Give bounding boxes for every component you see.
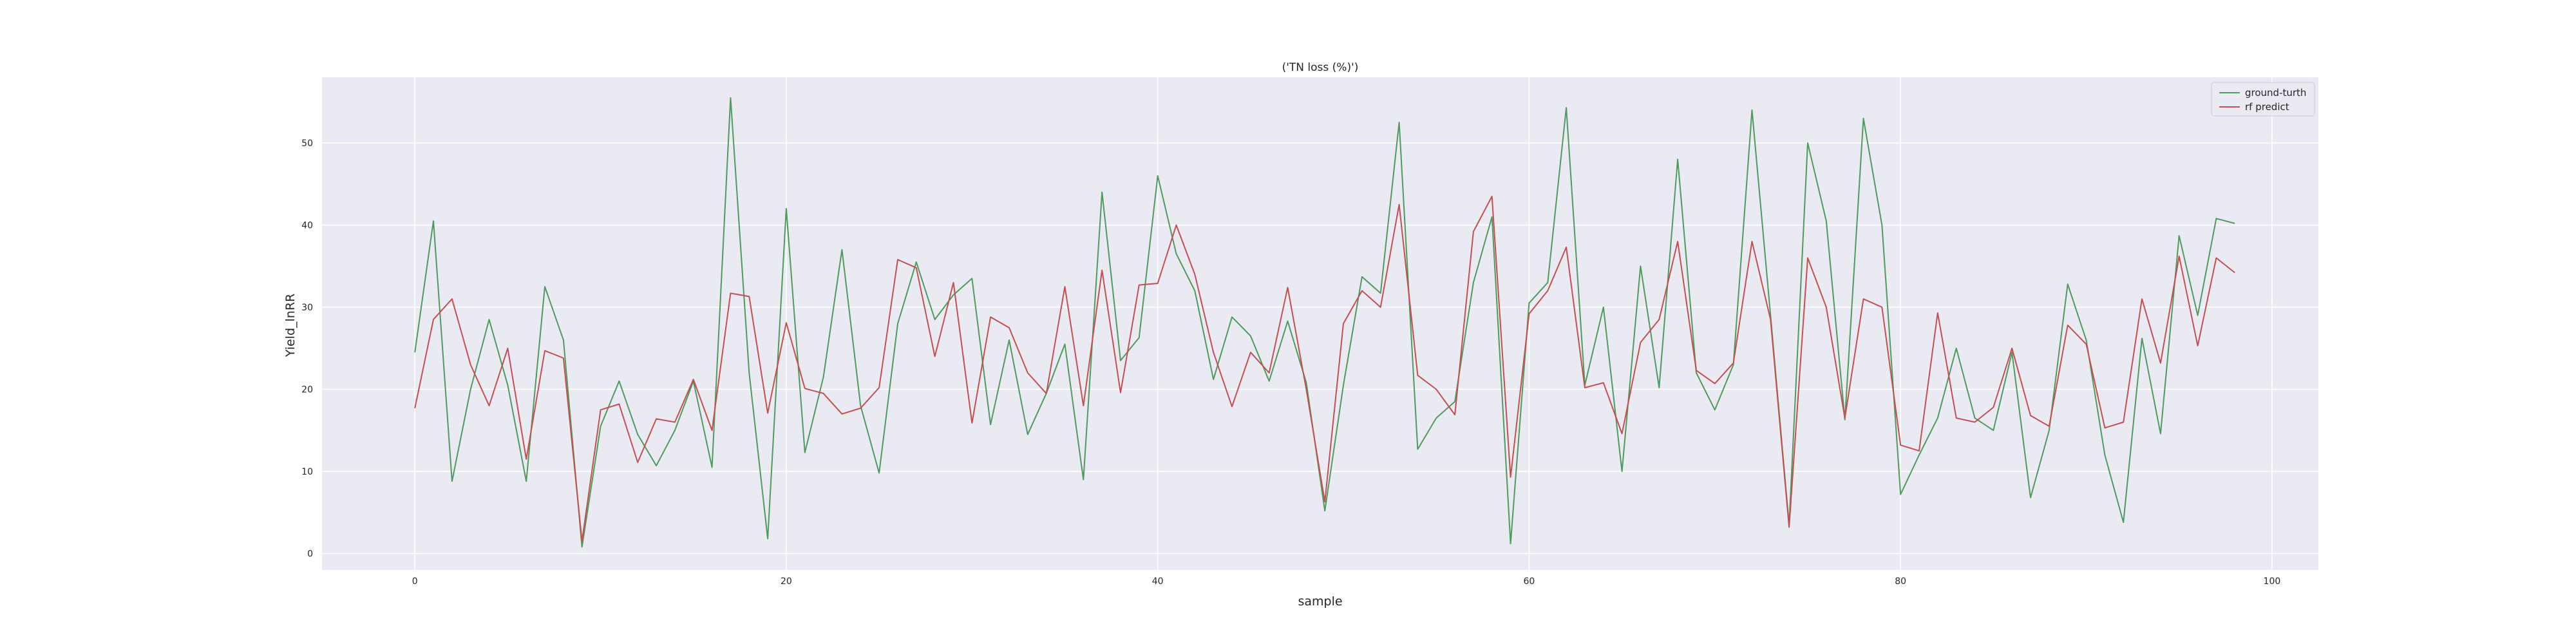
series-line-rf-predict xyxy=(414,195,2235,542)
legend-label-rf-predict: rf predict xyxy=(2245,101,2289,113)
grid xyxy=(322,77,2318,570)
x-tick-label: 0 xyxy=(412,576,418,587)
x-tick-label: 40 xyxy=(1152,576,1164,587)
x-tick-label: 20 xyxy=(781,576,792,587)
y-tick-label: 10 xyxy=(301,467,313,477)
series-line-ground-turth xyxy=(414,97,2235,548)
x-tick-label: 80 xyxy=(1895,576,1906,587)
y-tick-label: 30 xyxy=(301,303,313,313)
y-tick-label: 0 xyxy=(307,549,313,560)
chart-title: ('TN loss (%)') xyxy=(1282,61,1359,74)
legend: ground-turth rf predict xyxy=(2211,82,2315,117)
x-tick-labels: 0 20 40 60 80 100 xyxy=(412,576,2281,587)
y-axis-label: Yield_lnRR xyxy=(283,294,298,357)
y-tick-label: 20 xyxy=(301,385,313,395)
y-tick-label: 40 xyxy=(301,221,313,231)
plot-area xyxy=(322,77,2318,570)
x-axis-label: sample xyxy=(1298,594,1342,609)
y-tick-label: 50 xyxy=(301,138,313,149)
series-lines xyxy=(414,97,2235,548)
legend-label-ground-turth: ground-turth xyxy=(2245,87,2306,99)
y-tick-labels: 0 10 20 30 40 50 xyxy=(301,138,313,560)
x-tick-label: 60 xyxy=(1524,576,1535,587)
x-tick-label: 100 xyxy=(2264,576,2281,587)
